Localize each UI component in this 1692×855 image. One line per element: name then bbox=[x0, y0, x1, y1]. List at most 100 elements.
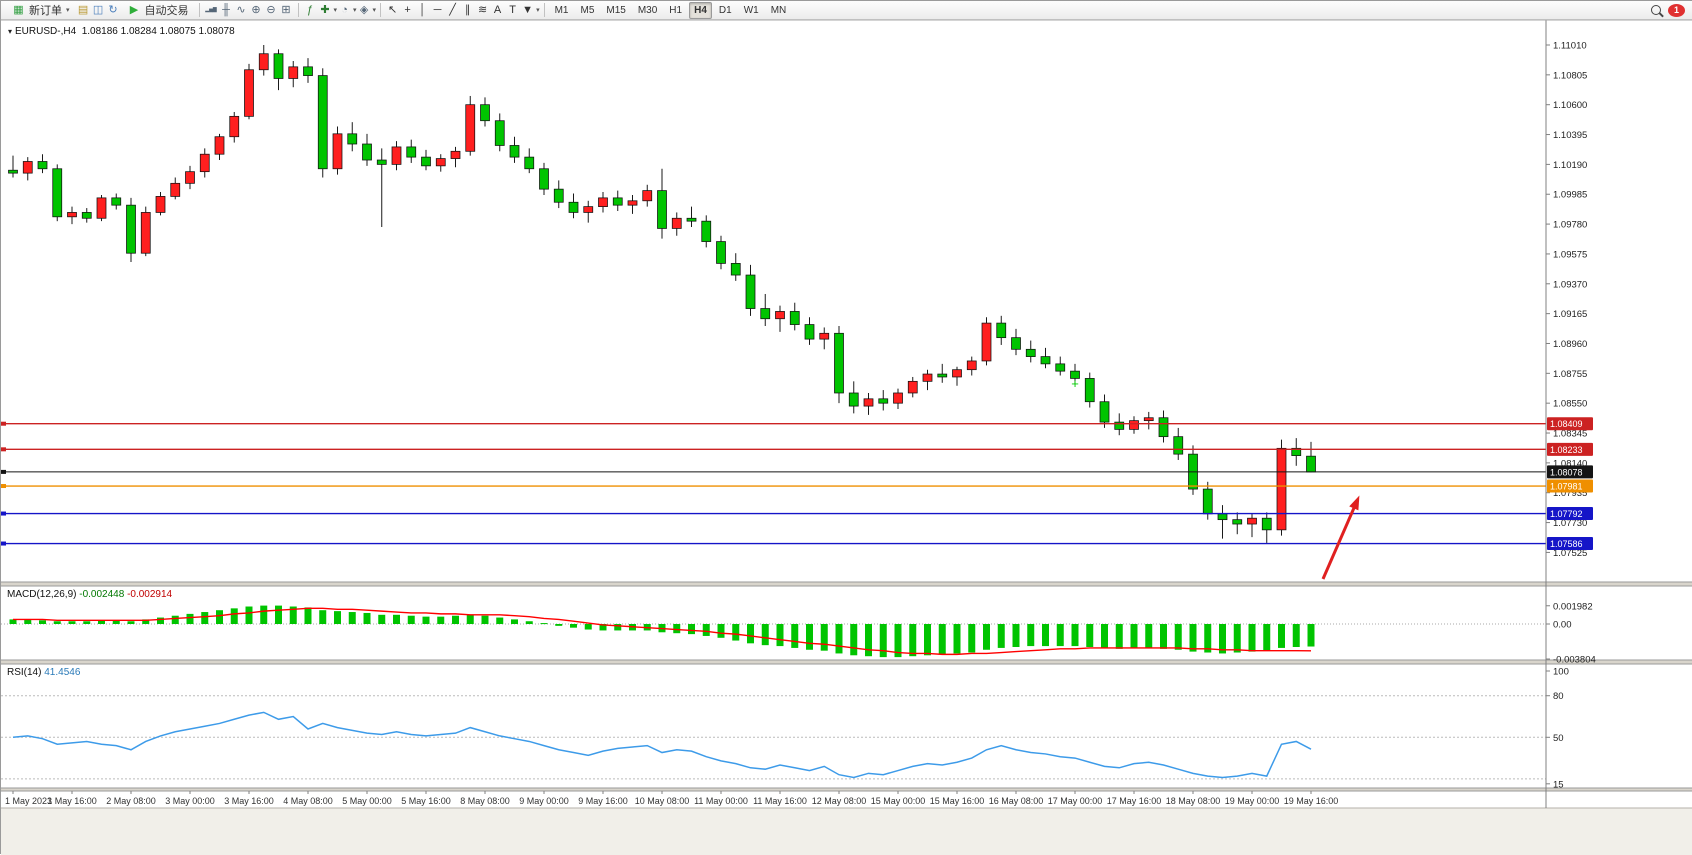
pivot-line-handle[interactable] bbox=[1, 484, 6, 489]
pivot-line-price-tag-label: 1.07981 bbox=[1550, 482, 1583, 492]
chevron-down-icon: ▾ bbox=[66, 7, 70, 14]
macd-histogram-bar bbox=[968, 624, 976, 653]
rsi-axis-label: 50 bbox=[1553, 733, 1564, 744]
support-line-2-handle[interactable] bbox=[1, 541, 6, 546]
candle bbox=[996, 322, 1007, 339]
price-axis-label: 1.10600 bbox=[1553, 100, 1587, 111]
resistance-line-1-handle[interactable] bbox=[1, 421, 6, 426]
autotrade-play-icon: ▶ bbox=[129, 4, 139, 16]
tile-windows-icon[interactable]: ⊞ bbox=[281, 4, 291, 16]
candle bbox=[657, 190, 667, 229]
add-indicator-icon[interactable]: ✚ bbox=[320, 4, 330, 16]
templates-icon[interactable]: ◈ bbox=[359, 4, 369, 16]
candle bbox=[126, 204, 136, 254]
candle bbox=[465, 104, 476, 152]
candle bbox=[907, 380, 918, 394]
resistance-line-2-price-tag bbox=[1547, 442, 1593, 456]
macd-histogram-bar bbox=[717, 624, 725, 638]
timeframe-m15[interactable]: M15 bbox=[606, 4, 626, 16]
candle bbox=[819, 332, 830, 340]
rsi-axis-label: 80 bbox=[1553, 691, 1564, 702]
fibonacci-icon[interactable]: ≋ bbox=[477, 4, 488, 16]
macd-histogram-bar bbox=[393, 614, 400, 624]
macd-histogram-bar bbox=[157, 617, 164, 624]
cursor-icon[interactable]: ↖ bbox=[387, 4, 398, 16]
new-order-button[interactable]: ▦ 新订单 ▾ bbox=[5, 1, 76, 20]
text-icon[interactable]: A bbox=[493, 4, 502, 16]
candle bbox=[214, 136, 225, 155]
timeframe-w1[interactable]: W1 bbox=[743, 4, 759, 16]
chart-menu-icon[interactable]: ▾ bbox=[8, 27, 13, 36]
resistance-line-2-handle[interactable] bbox=[1, 447, 6, 452]
bar-chart-type-icon[interactable]: ▂▅▇ bbox=[205, 7, 217, 13]
zoom-in-icon[interactable]: ⊕ bbox=[251, 4, 261, 16]
price-axis-label: 1.07525 bbox=[1553, 548, 1587, 559]
charts-window-icon[interactable]: ▤ bbox=[77, 4, 89, 16]
plus-marker: + bbox=[1071, 376, 1079, 391]
rsi-value: 41.4546 bbox=[44, 667, 81, 678]
candle bbox=[67, 212, 77, 218]
panel-divider[interactable] bbox=[1, 660, 1692, 664]
candle bbox=[435, 158, 446, 167]
timeframe-h1[interactable]: H1 bbox=[669, 4, 683, 16]
price-axis-label: 1.08345 bbox=[1553, 429, 1587, 440]
crosshair-icon[interactable]: + bbox=[404, 4, 411, 16]
candle bbox=[730, 263, 741, 276]
macd-histogram-bar bbox=[466, 614, 474, 624]
profiles-icon[interactable]: ◫ bbox=[92, 4, 104, 16]
macd-histogram-bar bbox=[791, 624, 799, 648]
macd-histogram-bar bbox=[260, 605, 268, 624]
macd-histogram-bar bbox=[953, 624, 961, 654]
macd-histogram-bar bbox=[216, 610, 223, 624]
candle bbox=[627, 200, 638, 206]
price-axis-label: 1.09575 bbox=[1553, 249, 1587, 260]
time-axis-label: 16 May 08:00 bbox=[989, 796, 1044, 806]
candle bbox=[244, 69, 254, 117]
current-price-line-handle[interactable] bbox=[1, 469, 6, 474]
timeframe-d1[interactable]: D1 bbox=[718, 4, 732, 16]
toolbar: ▦ 新订单 ▾ ▤ ◫ ↻ ▶ 自动交易 ▂▅▇ ╫ ∿ ⊕ ⊖ ⊞ ƒ ✚ ▾ ◔ ▾ ◈ ▾ ↖ + │ ─ ╱ ∥ ≋ A T ▼ ▾ M… bbox=[1, 1, 1692, 20]
candle bbox=[391, 146, 402, 165]
timeframe-m1[interactable]: M1 bbox=[554, 4, 569, 16]
periods-icon[interactable]: ◔ bbox=[341, 4, 348, 16]
candle bbox=[406, 146, 417, 158]
candlestick-chart-type-icon[interactable]: ╫ bbox=[222, 4, 230, 16]
panel-divider[interactable] bbox=[1, 788, 1692, 791]
macd-histogram-bar bbox=[1219, 624, 1226, 654]
refresh-icon[interactable]: ↻ bbox=[108, 4, 118, 16]
label-icon[interactable]: T bbox=[509, 4, 516, 16]
channel-icon[interactable]: ∥ bbox=[464, 4, 471, 16]
search-icon[interactable] bbox=[1651, 5, 1661, 15]
candle bbox=[1306, 455, 1316, 473]
macd-histogram-bar bbox=[835, 624, 843, 654]
timeframe-h4[interactable]: H4 bbox=[689, 1, 712, 19]
arrows-tool-icon[interactable]: ▼ bbox=[522, 4, 533, 16]
macd-histogram-bar bbox=[496, 617, 504, 624]
time-axis-label: 19 May 16:00 bbox=[1284, 796, 1339, 806]
panel-divider[interactable] bbox=[1, 582, 1692, 586]
horizontal-line-icon[interactable]: ─ bbox=[433, 4, 442, 16]
candle bbox=[347, 133, 358, 145]
line-chart-type-icon[interactable]: ∿ bbox=[236, 4, 246, 16]
macd-histogram-bar bbox=[245, 606, 253, 624]
candle bbox=[376, 159, 387, 165]
trend-arrow-head bbox=[1349, 495, 1360, 511]
timeframe-mn[interactable]: MN bbox=[770, 4, 787, 16]
support-line-1-handle[interactable] bbox=[1, 511, 6, 516]
zoom-out-icon[interactable]: ⊖ bbox=[266, 4, 276, 16]
macd-histogram-bar bbox=[865, 624, 872, 657]
candle bbox=[1247, 517, 1257, 525]
vertical-line-icon[interactable]: │ bbox=[419, 4, 426, 16]
macd-histogram-bar bbox=[275, 605, 282, 624]
trendline-icon[interactable]: ╱ bbox=[449, 4, 456, 16]
timeframe-m30[interactable]: M30 bbox=[637, 4, 658, 16]
indicators-icon[interactable]: ƒ bbox=[306, 4, 314, 16]
candle bbox=[863, 398, 874, 407]
trend-arrow-annotation[interactable] bbox=[1321, 500, 1359, 580]
candle bbox=[317, 75, 328, 170]
notification-badge[interactable]: 1 bbox=[1668, 3, 1685, 17]
macd-histogram-bar bbox=[407, 615, 415, 624]
auto-trading-button[interactable]: ▶ 自动交易 bbox=[121, 1, 195, 20]
timeframe-m5[interactable]: M5 bbox=[580, 4, 595, 16]
